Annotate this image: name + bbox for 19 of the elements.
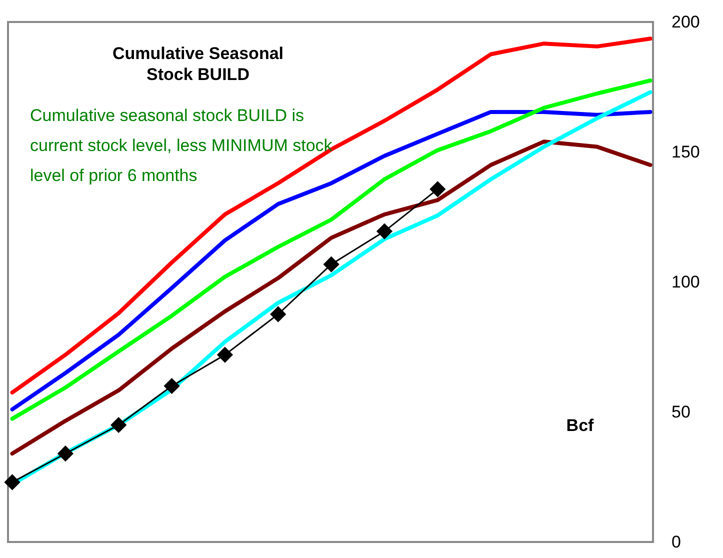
line-series — [10, 140, 652, 456]
y-tick-label: 0 — [672, 532, 681, 552]
point — [216, 346, 234, 363]
point — [4, 474, 20, 490]
y-tick-label: 200 — [672, 12, 700, 32]
y-tick-label: 50 — [672, 402, 690, 422]
y-tick-label: 100 — [672, 272, 700, 292]
point — [110, 416, 127, 434]
point — [323, 256, 340, 272]
point — [430, 181, 446, 198]
point — [270, 306, 286, 322]
point — [376, 223, 393, 240]
point — [164, 378, 180, 394]
line-series — [10, 36, 652, 394]
point — [57, 446, 74, 462]
y-tick-label: 150 — [672, 142, 700, 162]
annotation: Cumulative seasonal stock BUILD is current stock level, less MINIMUM stock level of prior 6 months — [30, 106, 333, 185]
y-axis-title: Bcf — [566, 416, 594, 435]
text: Cumulative Seasonal Stock BUILD — [112, 44, 284, 84]
